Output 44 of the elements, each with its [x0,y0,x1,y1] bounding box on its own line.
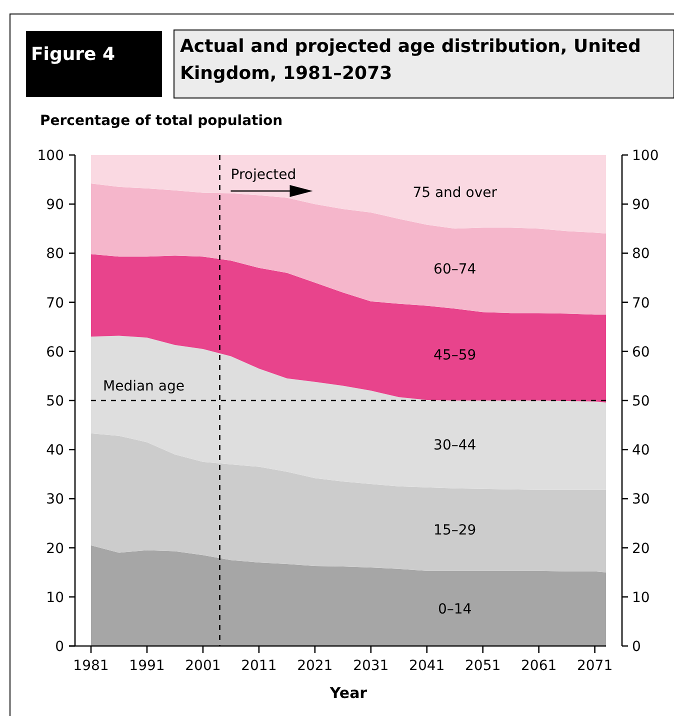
ref-line-label: Projected [230,167,296,183]
y2-tick-label: 60 [632,344,650,360]
y2-tick-label: 90 [632,197,650,214]
y2-tick-label: 10 [632,590,650,606]
y2-tick-label: 30 [632,492,650,508]
series-label: 45–59 [434,348,476,364]
y2-tick-label: 40 [632,442,650,459]
y2-tick-label: 70 [632,295,650,312]
y-tick-label: 30 [46,492,64,508]
y-tick-label: 70 [46,295,64,312]
y-axis-title: Percentage of total population [40,113,283,129]
ref-line-label: Median age [103,378,184,394]
series-label: 15–29 [434,522,476,539]
y-tick-label: 80 [46,246,64,262]
caption: Figure 4 [31,44,116,65]
x-tick-label: 2061 [521,658,557,674]
x-tick-label: 1991 [129,658,165,674]
x-tick-label: 1981 [73,658,109,674]
y-tick-label: 0 [55,639,64,655]
x-tick-label: 2001 [185,658,221,674]
y-tick-label: 40 [46,442,64,459]
y2-tick-label: 100 [632,148,659,164]
y2-tick-label: 80 [632,246,650,262]
x-tick-label: 2051 [465,658,501,674]
y-tick-label: 90 [46,197,64,214]
x-axis-title: Year [328,684,368,702]
y-tick-label: 20 [46,540,64,557]
x-tick-label: 2011 [241,658,277,674]
y-tick-label: 50 [46,394,64,410]
y2-tick-label: 0 [632,639,641,655]
y-tick-label: 100 [37,148,64,164]
x-tick-label: 2071 [576,658,613,674]
series-label: 75 and over [412,184,498,201]
series-label: 60–74 [434,262,476,278]
x-tick-label: 2031 [353,658,389,674]
series-label: 0–14 [438,601,472,618]
chart-title: Actual and projected age distribution, United Kingdom, 1981–2073 [180,35,642,86]
x-tick-label: 2021 [297,658,333,674]
series-label: 30–44 [434,437,476,454]
y2-tick-label: 20 [632,540,650,557]
y-tick-label: 60 [46,344,64,360]
y-tick-label: 10 [46,590,64,606]
y2-tick-label: 50 [632,394,650,410]
x-tick-label: 2041 [409,658,445,674]
